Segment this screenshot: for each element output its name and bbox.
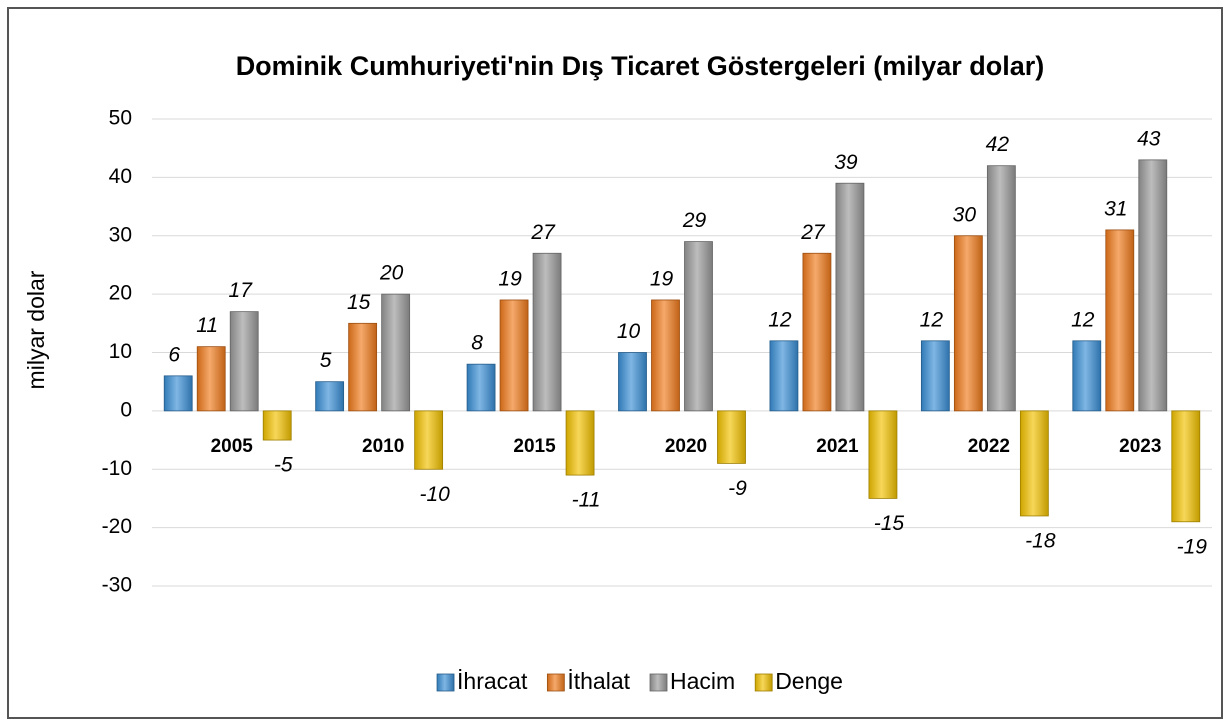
data-label: 30 bbox=[953, 203, 977, 226]
bar bbox=[532, 252, 562, 412]
data-label: -5 bbox=[274, 454, 293, 477]
bar bbox=[381, 293, 411, 412]
y-tick-label: 10 bbox=[109, 340, 132, 363]
bar bbox=[229, 311, 259, 412]
bar bbox=[1138, 159, 1168, 412]
bar bbox=[1072, 340, 1102, 412]
bar bbox=[163, 375, 193, 412]
data-label: 12 bbox=[768, 308, 792, 331]
y-tick-label: 40 bbox=[109, 165, 132, 188]
bar bbox=[769, 340, 799, 412]
data-label: 15 bbox=[347, 291, 371, 314]
x-tick-label: 2023 bbox=[1119, 436, 1161, 457]
data-label: 29 bbox=[682, 209, 707, 232]
x-tick-label: 2010 bbox=[362, 436, 404, 457]
legend-swatch bbox=[754, 673, 773, 692]
bar bbox=[618, 352, 647, 412]
data-label: 6 bbox=[168, 343, 180, 366]
bar bbox=[802, 252, 832, 412]
legend-swatch bbox=[649, 673, 668, 692]
data-label: 27 bbox=[530, 221, 556, 244]
bar bbox=[466, 363, 496, 412]
bar bbox=[684, 241, 713, 412]
y-tick-label: -20 bbox=[102, 515, 132, 538]
y-tick-label: 0 bbox=[120, 398, 132, 421]
data-label: 10 bbox=[617, 320, 641, 343]
y-tick-label: 20 bbox=[109, 282, 132, 305]
y-axis-label: milyar dolar bbox=[23, 270, 49, 389]
legend-label: İthalat bbox=[567, 668, 630, 694]
bar bbox=[499, 299, 529, 412]
data-label: 20 bbox=[379, 262, 404, 285]
data-label: -18 bbox=[1025, 529, 1056, 552]
data-label: 42 bbox=[986, 133, 1010, 156]
y-tick-label: 30 bbox=[109, 223, 132, 246]
data-label: 39 bbox=[834, 151, 858, 174]
x-tick-label: 2022 bbox=[968, 436, 1010, 457]
legend-swatch bbox=[546, 673, 565, 692]
data-label: 19 bbox=[498, 268, 522, 291]
x-tick-label: 2021 bbox=[816, 436, 859, 457]
bar bbox=[953, 235, 983, 412]
data-label: 11 bbox=[196, 314, 218, 337]
bar bbox=[414, 410, 444, 470]
data-label: 17 bbox=[229, 279, 254, 302]
x-tick-label: 2015 bbox=[513, 436, 556, 457]
data-label: -10 bbox=[419, 483, 450, 506]
data-label: 31 bbox=[1104, 197, 1127, 220]
bar bbox=[196, 346, 226, 412]
y-tick-label: -30 bbox=[102, 574, 132, 597]
y-tick-label: 50 bbox=[109, 107, 132, 130]
bar bbox=[835, 182, 865, 412]
x-tick-label: 2020 bbox=[665, 436, 707, 457]
data-label: 27 bbox=[800, 221, 826, 244]
bar bbox=[565, 410, 595, 476]
legend-label: Denge bbox=[775, 668, 843, 694]
legend-label: İhracat bbox=[457, 668, 528, 694]
bar bbox=[262, 410, 292, 441]
bar bbox=[717, 410, 746, 464]
data-label: 8 bbox=[471, 332, 483, 355]
bar bbox=[1171, 410, 1201, 523]
data-label: -9 bbox=[728, 477, 747, 500]
data-label: -19 bbox=[1177, 535, 1208, 558]
chart-title: Dominik Cumhuriyeti'nin Dış Ticaret Göst… bbox=[236, 51, 1045, 81]
y-tick-label: -10 bbox=[102, 457, 132, 480]
bar bbox=[315, 381, 345, 412]
legend: İhracat İthalat Hacim Denge bbox=[436, 668, 843, 694]
bar bbox=[986, 165, 1016, 412]
legend-swatch bbox=[436, 673, 455, 692]
legend-label: Hacim bbox=[670, 668, 735, 694]
bar bbox=[868, 410, 898, 499]
x-tick-label: 2005 bbox=[211, 436, 254, 457]
data-label: 12 bbox=[1071, 308, 1095, 331]
data-label: -11 bbox=[572, 489, 601, 512]
chart-border bbox=[7, 7, 1223, 719]
data-label: 12 bbox=[920, 308, 944, 331]
bar bbox=[651, 299, 680, 412]
bar bbox=[1105, 229, 1135, 412]
bar bbox=[1019, 410, 1049, 517]
bar bbox=[348, 322, 378, 412]
data-label: 5 bbox=[320, 349, 332, 372]
bar bbox=[920, 340, 950, 412]
data-label: 43 bbox=[1137, 127, 1161, 150]
data-label: -15 bbox=[874, 512, 905, 535]
data-label: 19 bbox=[650, 268, 674, 291]
